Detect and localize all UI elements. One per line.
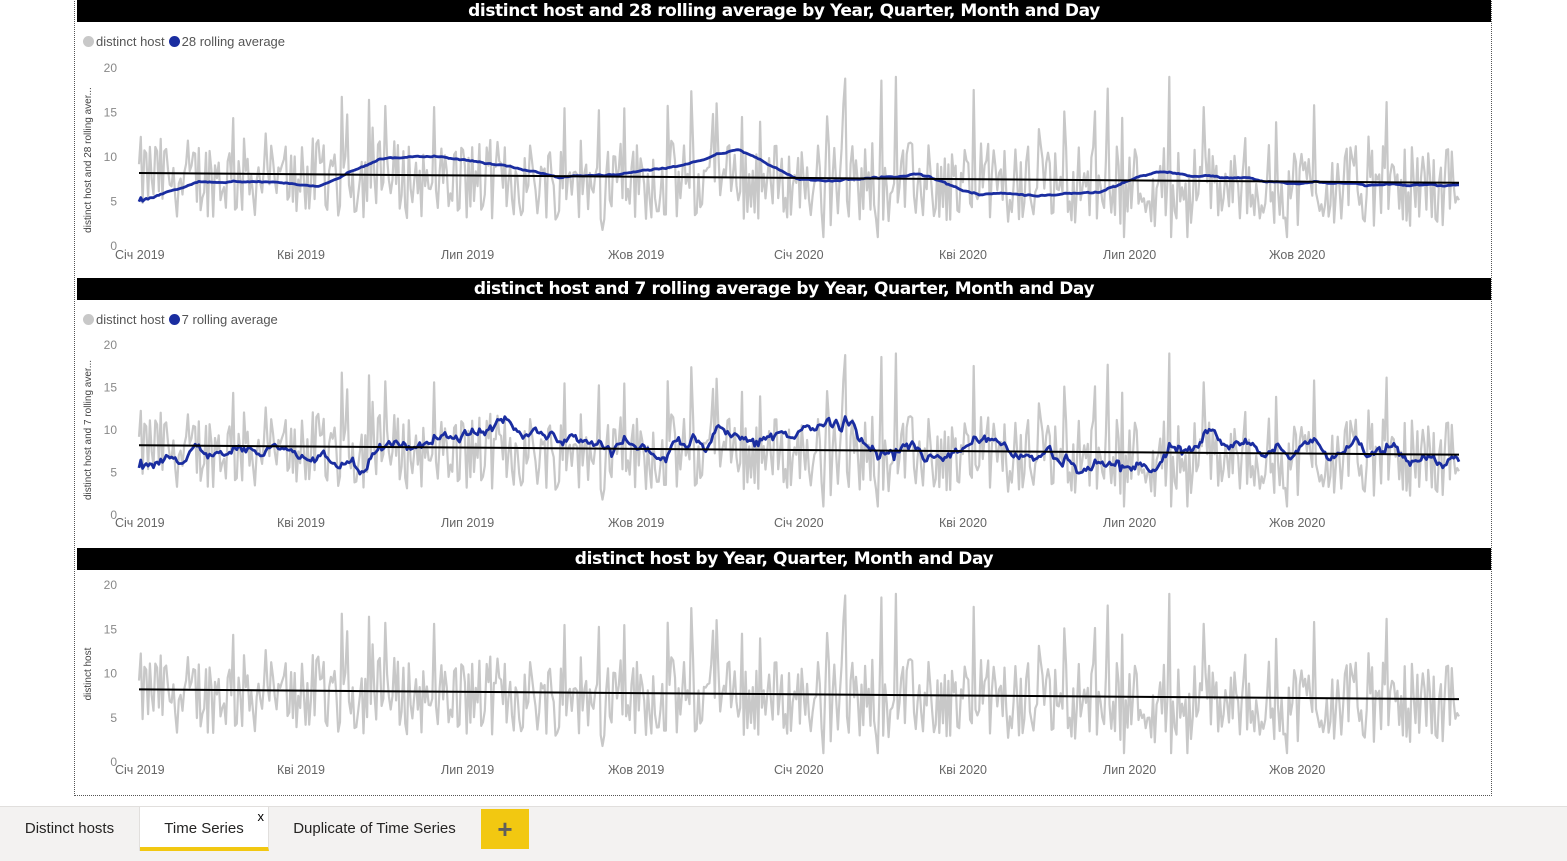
y-tick-label: 20 bbox=[104, 338, 118, 352]
series-line-distinct-host[interactable] bbox=[137, 75, 1460, 239]
visual-7-rolling-average[interactable]: distinct host and 7 rolling average by Y… bbox=[77, 278, 1491, 546]
y-tick-label: 5 bbox=[110, 466, 117, 480]
x-tick-label: Лип 2019 bbox=[441, 763, 494, 777]
y-tick-label: 15 bbox=[104, 381, 118, 395]
line-chart[interactable]: 0 5 10 15 20 distinct host and 28 rolling ave… bbox=[77, 0, 1491, 277]
y-tick-label: 0 bbox=[110, 508, 117, 522]
tab-duplicate-of-time-series[interactable]: Duplicate of Time Series bbox=[269, 807, 480, 851]
x-tick-label: Лип 2020 bbox=[1103, 763, 1156, 777]
legend-label: distinct host bbox=[96, 312, 165, 327]
x-tick-label: Січ 2020 bbox=[774, 763, 824, 777]
x-tick-label: Кві 2019 bbox=[277, 248, 325, 262]
line-chart[interactable]: 0 5 10 15 20 distinct host and 7 rolling aver… bbox=[77, 278, 1491, 546]
y-axis-label: distinct host bbox=[83, 647, 94, 700]
x-tick-label: Січ 2020 bbox=[774, 516, 824, 530]
x-tick-label: Кві 2020 bbox=[939, 763, 987, 777]
y-tick-label: 0 bbox=[110, 755, 117, 769]
visual-28-rolling-average[interactable]: distinct host and 28 rolling average by … bbox=[77, 0, 1491, 277]
y-tick-label: 20 bbox=[104, 578, 118, 592]
page-tab-bar: Distinct hosts Time Series x Duplicate o… bbox=[0, 806, 1567, 861]
legend-dot-icon bbox=[168, 314, 180, 325]
x-tick-label: Кві 2020 bbox=[939, 248, 987, 262]
x-tick-label: Жов 2019 bbox=[608, 763, 664, 777]
y-tick-label: 0 bbox=[110, 239, 117, 253]
x-tick-label: Січ 2019 bbox=[115, 516, 165, 530]
trend-line bbox=[138, 444, 1460, 456]
y-tick-label: 5 bbox=[110, 195, 117, 209]
legend-item-distinct-host[interactable]: distinct host bbox=[83, 312, 165, 327]
series-line-distinct-host[interactable] bbox=[137, 352, 1460, 508]
report-canvas: distinct host and 28 rolling average by … bbox=[74, 0, 1492, 796]
x-tick-label: Жов 2020 bbox=[1269, 248, 1325, 262]
x-tick-label: Лип 2019 bbox=[441, 516, 494, 530]
x-tick-label: Кві 2019 bbox=[277, 516, 325, 530]
y-axis-label: distinct host and 28 rolling aver... bbox=[83, 87, 94, 233]
legend: distinct host 28 rolling average bbox=[83, 34, 289, 49]
legend-dot-icon bbox=[83, 314, 94, 325]
legend-dot-icon bbox=[83, 36, 94, 47]
tab-label: Distinct hosts bbox=[24, 820, 115, 837]
tab-label: Time Series bbox=[164, 820, 244, 837]
x-tick-label: Жов 2019 bbox=[608, 248, 664, 262]
y-tick-label: 10 bbox=[104, 423, 118, 437]
legend-label: 28 rolling average bbox=[181, 34, 286, 49]
tab-time-series[interactable]: Time Series x bbox=[140, 807, 269, 851]
legend: distinct host 7 rolling average bbox=[83, 312, 282, 327]
series-line-rolling-average[interactable] bbox=[137, 148, 1459, 203]
x-tick-label: Січ 2019 bbox=[115, 763, 165, 777]
visual-distinct-host[interactable]: distinct host by Year, Quarter, Month an… bbox=[77, 548, 1491, 793]
legend-item-distinct-host[interactable]: distinct host bbox=[83, 34, 165, 49]
visual-title: distinct host and 7 rolling average by Y… bbox=[77, 278, 1491, 300]
x-tick-label: Січ 2019 bbox=[115, 248, 165, 262]
legend-item-rolling-average[interactable]: 7 rolling average bbox=[168, 312, 278, 327]
series-line-distinct-host[interactable] bbox=[137, 592, 1460, 755]
y-tick-label: 5 bbox=[110, 711, 117, 725]
trend-line bbox=[138, 688, 1460, 701]
legend-label: distinct host bbox=[96, 34, 165, 49]
tab-distinct-hosts[interactable]: Distinct hosts bbox=[0, 807, 140, 851]
legend-dot-icon bbox=[168, 36, 180, 47]
add-page-button[interactable]: + bbox=[481, 809, 529, 849]
trend-line bbox=[138, 172, 1460, 184]
x-tick-label: Кві 2020 bbox=[939, 516, 987, 530]
legend-label: 7 rolling average bbox=[181, 312, 278, 327]
x-tick-label: Жов 2020 bbox=[1269, 763, 1325, 777]
x-tick-label: Лип 2020 bbox=[1103, 516, 1156, 530]
x-tick-label: Лип 2019 bbox=[441, 248, 494, 262]
tab-label: Duplicate of Time Series bbox=[293, 820, 456, 837]
x-tick-label: Жов 2019 bbox=[608, 516, 664, 530]
x-tick-label: Кві 2019 bbox=[277, 763, 325, 777]
line-chart[interactable]: 0 5 10 15 20 distinct host Січ 2019 Кві 2019 Лип… bbox=[77, 548, 1491, 793]
visual-title: distinct host by Year, Quarter, Month an… bbox=[77, 548, 1491, 570]
close-icon[interactable]: x bbox=[257, 809, 265, 824]
y-tick-label: 15 bbox=[104, 106, 118, 120]
y-tick-label: 10 bbox=[104, 667, 118, 681]
x-tick-label: Лип 2020 bbox=[1103, 248, 1156, 262]
y-tick-label: 15 bbox=[104, 622, 118, 636]
legend-item-rolling-average[interactable]: 28 rolling average bbox=[168, 34, 286, 49]
x-tick-label: Січ 2020 bbox=[774, 248, 824, 262]
x-tick-label: Жов 2020 bbox=[1269, 516, 1325, 530]
visual-title: distinct host and 28 rolling average by … bbox=[77, 0, 1491, 22]
y-axis-label: distinct host and 7 rolling aver... bbox=[83, 360, 94, 500]
series-line-rolling-average[interactable] bbox=[137, 415, 1461, 476]
y-tick-label: 10 bbox=[104, 150, 118, 164]
y-tick-label: 20 bbox=[104, 61, 118, 75]
